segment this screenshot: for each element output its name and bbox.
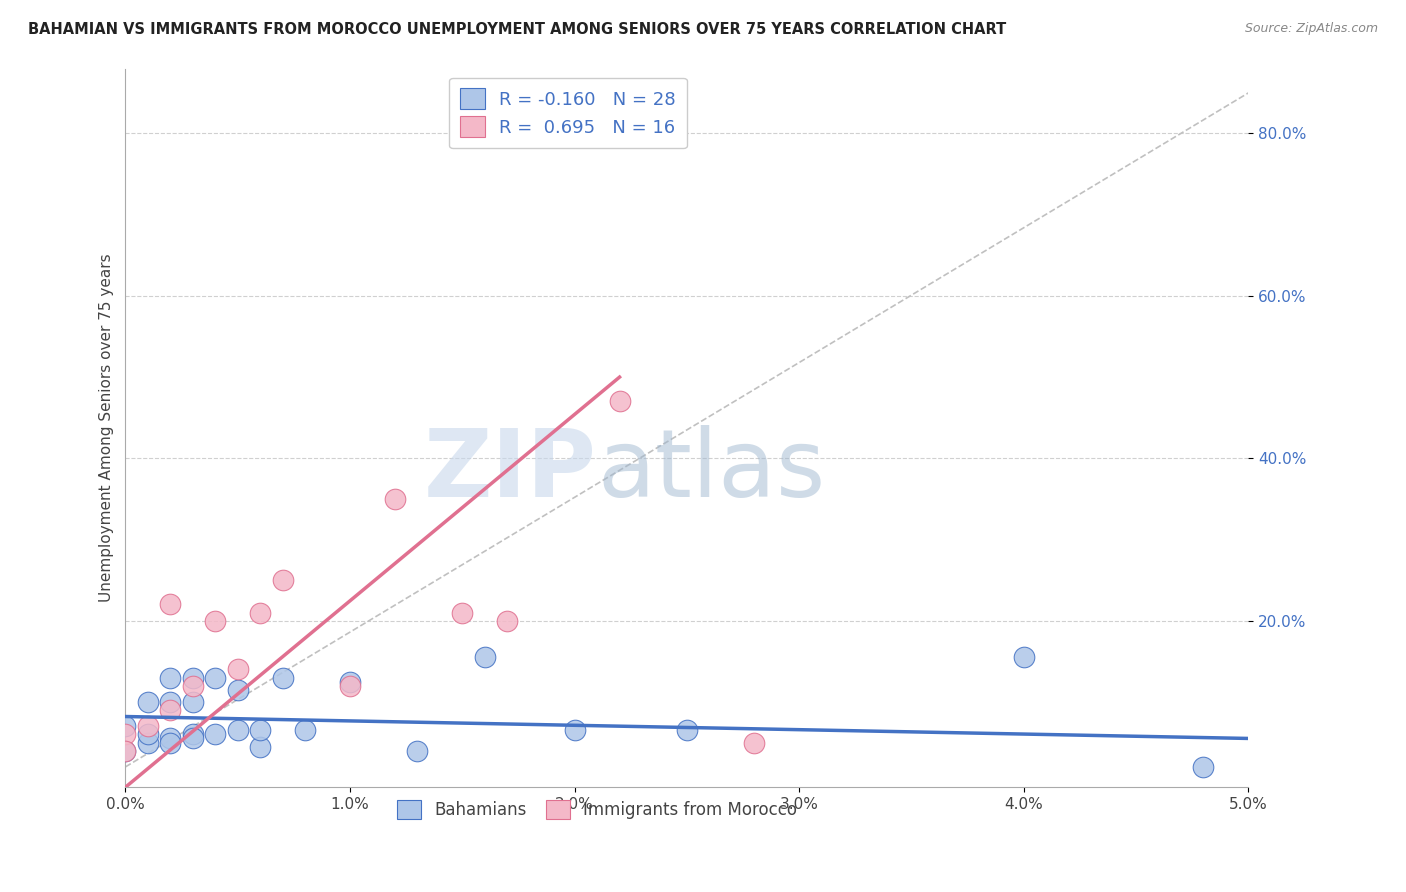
Point — [114, 727, 136, 741]
Point — [114, 744, 136, 758]
Point — [249, 723, 271, 738]
Legend: Bahamians, Immigrants from Morocco: Bahamians, Immigrants from Morocco — [391, 793, 804, 826]
Point — [181, 695, 204, 709]
Point — [136, 719, 159, 733]
Point — [226, 682, 249, 697]
Point — [159, 695, 181, 709]
Point — [204, 614, 226, 628]
Point — [136, 695, 159, 709]
Point — [744, 735, 766, 749]
Text: Source: ZipAtlas.com: Source: ZipAtlas.com — [1244, 22, 1378, 36]
Point — [249, 739, 271, 754]
Point — [159, 731, 181, 746]
Point — [181, 727, 204, 741]
Point — [564, 723, 586, 738]
Point — [249, 606, 271, 620]
Point — [204, 671, 226, 685]
Text: ZIP: ZIP — [425, 425, 598, 517]
Point — [181, 679, 204, 693]
Point — [136, 735, 159, 749]
Y-axis label: Unemployment Among Seniors over 75 years: Unemployment Among Seniors over 75 years — [100, 253, 114, 602]
Point — [226, 662, 249, 676]
Point — [159, 703, 181, 717]
Point — [114, 719, 136, 733]
Point — [159, 598, 181, 612]
Point — [339, 674, 361, 689]
Point — [159, 735, 181, 749]
Point — [609, 394, 631, 409]
Point — [226, 723, 249, 738]
Point — [1012, 650, 1035, 665]
Point — [271, 573, 294, 587]
Point — [676, 723, 699, 738]
Point — [339, 679, 361, 693]
Point — [474, 650, 496, 665]
Point — [204, 727, 226, 741]
Point — [181, 671, 204, 685]
Point — [136, 727, 159, 741]
Text: BAHAMIAN VS IMMIGRANTS FROM MOROCCO UNEMPLOYMENT AMONG SENIORS OVER 75 YEARS COR: BAHAMIAN VS IMMIGRANTS FROM MOROCCO UNEM… — [28, 22, 1007, 37]
Text: atlas: atlas — [598, 425, 825, 517]
Point — [181, 731, 204, 746]
Point — [384, 491, 406, 506]
Point — [451, 606, 474, 620]
Point — [159, 671, 181, 685]
Point — [406, 744, 429, 758]
Point — [271, 671, 294, 685]
Point — [496, 614, 519, 628]
Point — [1192, 760, 1215, 774]
Point — [114, 744, 136, 758]
Point — [294, 723, 316, 738]
